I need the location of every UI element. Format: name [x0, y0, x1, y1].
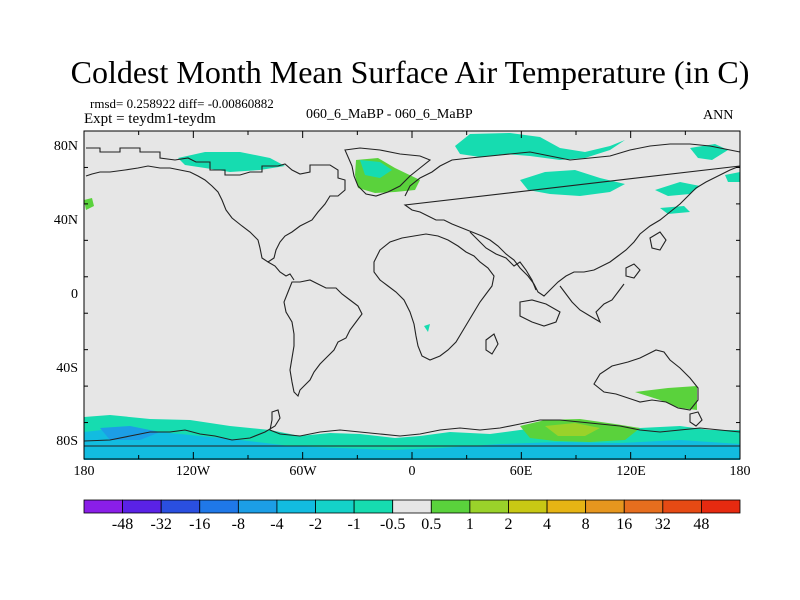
anomaly-patch-east-antarctica-yellow — [545, 423, 600, 436]
lon-label-180w: 180 — [73, 464, 95, 479]
coastline-indonesia — [519, 299, 561, 327]
coastline-central-america — [267, 261, 295, 281]
anomaly-patch-west-edge — [84, 198, 94, 210]
colorbar-label: -1 — [347, 516, 361, 533]
colorbar-label: 8 — [581, 516, 590, 533]
colorbar-label: -32 — [150, 516, 172, 533]
colorbar-swatch — [392, 499, 432, 514]
coastline-madagascar — [485, 333, 499, 355]
coastline-japan — [625, 231, 667, 279]
anomaly-patch-australia — [635, 386, 697, 410]
colorbar-swatch — [83, 499, 123, 514]
lon-label-0: 0 — [408, 464, 416, 479]
anomaly-patch-japan — [660, 206, 690, 214]
anomaly-fields — [84, 133, 740, 460]
tick-marks — [83, 130, 741, 460]
coastlines — [83, 143, 741, 447]
colorbar-label: -16 — [189, 516, 211, 533]
colorbar-label: 48 — [693, 516, 710, 533]
lon-label-60w: 60W — [289, 464, 317, 479]
colorbar-label: 32 — [654, 516, 671, 533]
coastline-south-america — [283, 279, 363, 398]
coastline-eurasia — [403, 143, 741, 297]
anomaly-patch-far-east — [655, 182, 700, 196]
anomaly-band-antarctic-cyan — [84, 428, 740, 460]
lon-label-120e: 120E — [616, 464, 646, 479]
colorbar-label: -48 — [111, 516, 134, 533]
anomaly-patch-ross-blue — [100, 426, 160, 440]
colorbar-label: -0.5 — [380, 516, 406, 533]
experiment-text: Expt = teydm1-teydm — [84, 111, 216, 127]
rmsd-diff-text: rmsd= 0.258922 diff= -0.00860882 — [90, 96, 274, 111]
colorbar-swatch — [546, 499, 587, 514]
colorbar-swatch — [662, 499, 702, 514]
lat-label-0: 0 — [71, 287, 78, 302]
colorbar-label: -2 — [308, 516, 323, 533]
anomaly-patch-atlantic-teal — [424, 324, 430, 332]
coastline-arabia-india — [469, 231, 537, 291]
coastline-australia — [593, 349, 699, 411]
colorbar-label: 0.5 — [421, 516, 442, 533]
coastline-new-zealand — [689, 411, 703, 427]
anomaly-patch-north-russia — [455, 133, 625, 160]
colorbar-swatch — [508, 499, 548, 514]
lon-label-180e: 180 — [729, 464, 751, 479]
lon-label-60e: 60E — [509, 464, 533, 479]
colorbar-swatch — [353, 499, 394, 514]
anomaly-patch-greenland-teal — [360, 160, 392, 178]
colorbar-swatch — [122, 499, 162, 514]
map-title: Coldest Month Mean Surface Air Temperatu… — [70, 54, 750, 90]
colorbar-label: -8 — [231, 516, 246, 533]
anomaly-patch-arctic-america — [178, 152, 285, 172]
lat-label-40n: 40N — [53, 213, 78, 228]
lon-label-120w: 120W — [175, 464, 211, 479]
anomaly-patch-east-edge — [725, 172, 740, 182]
lat-label-40s: 40S — [56, 361, 78, 376]
season-text: ANN — [703, 108, 734, 123]
coastline-africa — [373, 233, 495, 361]
colorbar-label: 1 — [465, 516, 474, 533]
colorbar-swatch — [469, 499, 509, 514]
colorbar-swatch — [160, 499, 201, 514]
colorbar-swatch — [315, 499, 355, 514]
coastline-north-america — [85, 147, 346, 263]
coastline-se-asia — [559, 283, 625, 324]
colorbar-swatch — [585, 499, 625, 514]
colorbar-swatch — [430, 499, 471, 514]
colorbar-swatch — [276, 499, 316, 514]
coastline-antarctica — [83, 409, 741, 442]
colorbar-swatch — [237, 499, 278, 514]
colorbar-label: 2 — [504, 516, 513, 533]
coastline-greenland — [344, 147, 432, 197]
lat-label-80s: 80S — [56, 434, 78, 449]
colorbar-label: -4 — [270, 516, 284, 533]
colorbar-swatch — [623, 499, 664, 514]
colorbar-label: 4 — [543, 516, 552, 533]
period-text: 060_6_MaBP - 060_6_MaBP — [306, 107, 473, 122]
anomaly-patch-siberia — [520, 170, 625, 196]
lat-label-80n: 80N — [53, 139, 78, 154]
colorbar-label: 16 — [616, 516, 633, 533]
colorbar-swatch — [199, 499, 239, 514]
colorbar-swatch — [701, 499, 741, 514]
